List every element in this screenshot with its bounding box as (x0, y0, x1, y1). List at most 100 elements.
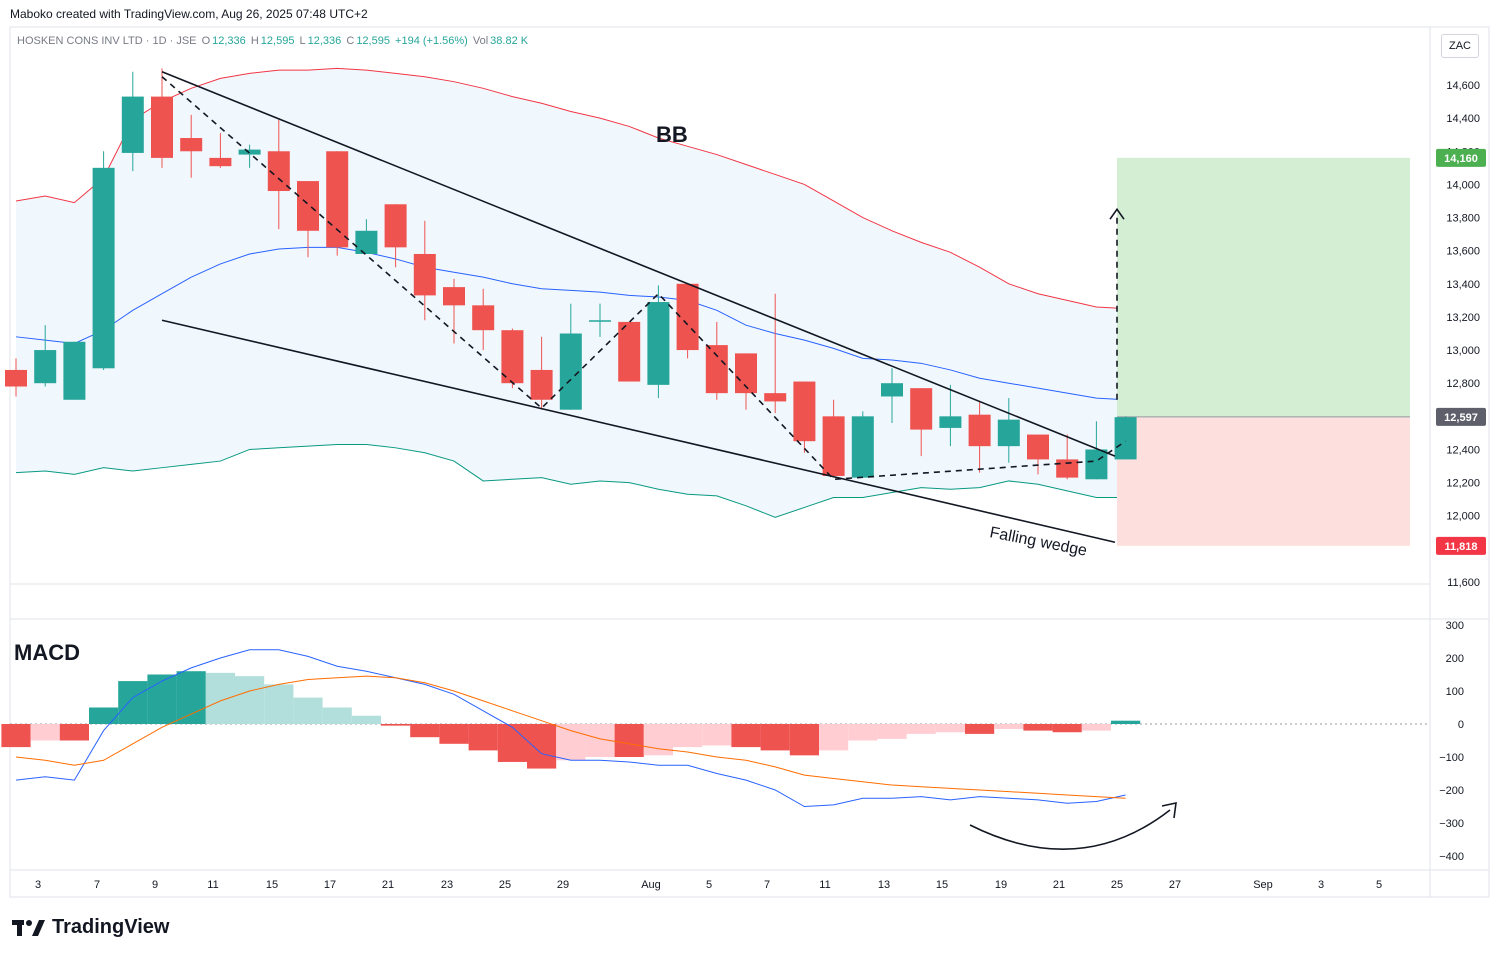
time-tick-label: 7 (94, 879, 100, 891)
macd-histogram-bar (439, 724, 469, 744)
macd-histogram-bar (1023, 724, 1053, 731)
macd-histogram-bar (264, 684, 294, 724)
candle-body (530, 369, 553, 400)
drawings (161, 71, 1127, 544)
time-tick-label: 7 (764, 879, 770, 891)
macd-histogram-bar (906, 724, 936, 734)
price-tag-current-text: 12,597 (1444, 412, 1478, 424)
target-stop-zones (1117, 157, 1410, 546)
candle-body (676, 283, 699, 351)
candle-body (822, 416, 845, 476)
macd-histogram-bar (205, 672, 235, 724)
macd-histogram-bar (614, 724, 644, 757)
macd-histogram-bar (789, 724, 819, 756)
price-tag-target (1436, 148, 1486, 167)
candle-body (851, 416, 874, 478)
currency-button[interactable]: ZAC (1441, 34, 1479, 58)
candle-body (1027, 434, 1049, 460)
time-tick-label: 5 (1376, 879, 1382, 891)
chart-frame (9, 26, 1490, 898)
bollinger-bands (15, 67, 1126, 518)
macd-histogram-bar (351, 715, 381, 724)
bb-basis-line (15, 246, 1126, 401)
price-tick-label: 14,400 (1446, 113, 1480, 125)
macd-histogram-bar (965, 724, 995, 734)
macd-histogram-bar (673, 724, 703, 748)
time-tick-label: 11 (207, 879, 218, 891)
bb-lower-line (15, 443, 1126, 518)
bb-annotation: BB (656, 122, 688, 147)
close-label: C (346, 35, 355, 47)
candle-body (559, 333, 582, 410)
price-tag-stop-text: 11,818 (1444, 541, 1477, 553)
time-tick-label: 27 (1169, 879, 1181, 891)
candle-body (997, 419, 1020, 447)
time-tick-label: 5 (706, 879, 712, 891)
low-value: 12,336 (307, 35, 342, 47)
macd-histogram-bar (293, 697, 323, 724)
candle-body (881, 383, 903, 397)
open-value: 12,336 (212, 35, 246, 47)
candle-body (355, 230, 378, 254)
time-tick-label: 25 (499, 879, 511, 891)
price-tick-label: 13,600 (1446, 246, 1480, 258)
price-tag-current (1436, 407, 1486, 426)
signal-line (15, 675, 1126, 799)
candle-body (501, 330, 524, 384)
time-tick-label: 11 (819, 879, 830, 891)
time-tick-label: 9 (152, 879, 158, 891)
time-tick-label: 3 (35, 879, 41, 891)
volume-value: 38.82 K (490, 35, 529, 47)
macd-tick-label: −300 (1439, 818, 1464, 830)
candle-body (238, 149, 261, 155)
bb-fill (16, 68, 1126, 518)
time-tick-label: 15 (266, 879, 278, 891)
symbol-legend: HOSKEN CONS INV LTD · 1D · JSE O 12,336 H… (17, 35, 530, 47)
macd-histogram-bar (731, 724, 761, 748)
price-tick-label: 14,600 (1446, 80, 1480, 92)
macd-histogram-bar (994, 724, 1024, 729)
price-tick-label: 12,400 (1446, 444, 1480, 456)
macd-histogram-bar (1, 724, 31, 748)
time-tick-label: Sep (1253, 879, 1273, 891)
price-tags: 14,160 12,597 11,818 (1436, 148, 1486, 555)
price-tick-label: 12,000 (1446, 511, 1480, 523)
candle-body (413, 253, 436, 296)
macd-histogram-bar (468, 724, 498, 751)
price-tag-stop (1436, 536, 1486, 555)
price-tick-label: 13,800 (1446, 213, 1480, 225)
time-axis[interactable]: 3 7 9 11 15 17 21 23 25 29 Aug 5 7 11 13 15 19 21 25 27 Sep 3… (35, 879, 1382, 891)
wedge-lower-line (161, 319, 1116, 544)
low-label: L (299, 35, 306, 47)
price-tag-target-text: 14,160 (1444, 153, 1478, 165)
high-value: 12,595 (260, 35, 295, 47)
macd-histogram-bar (877, 724, 907, 739)
price-tick-label: 11,600 (1447, 577, 1480, 589)
candle-body (589, 320, 611, 322)
candle-body (472, 305, 495, 331)
close-value: 12,595 (356, 35, 390, 47)
macd-tick-label: −400 (1439, 851, 1464, 863)
candle-body (384, 204, 407, 248)
macd-histogram-bar (176, 671, 206, 724)
macd-histogram-bar (89, 707, 119, 724)
volume-label: Vol (472, 35, 489, 47)
macd-tick-label: 0 (1458, 719, 1464, 731)
macd-histogram-bar (1052, 724, 1082, 733)
candle-body (1085, 449, 1108, 480)
macd-histogram-bar (819, 724, 849, 751)
candle-body (1114, 417, 1137, 460)
macd-tick-label: −200 (1439, 785, 1464, 797)
macd-histogram-bar (556, 724, 586, 761)
falling-wedge-annotation: Falling wedge (988, 524, 1088, 560)
curved-arrow (969, 809, 1171, 850)
macd-histogram-bar (935, 724, 965, 733)
macd-histogram-bar (235, 676, 265, 724)
macd-histogram-bar (702, 724, 732, 746)
tradingview-brand: TradingView (52, 916, 170, 938)
macd-axis[interactable]: −400 −300 −200 −100 0 100 200 300 (1439, 620, 1464, 863)
symbol-title[interactable]: HOSKEN CONS INV LTD · 1D · JSE (17, 35, 197, 47)
time-tick-label: 17 (324, 879, 336, 891)
tradingview-logo[interactable]: TradingView (12, 916, 169, 939)
